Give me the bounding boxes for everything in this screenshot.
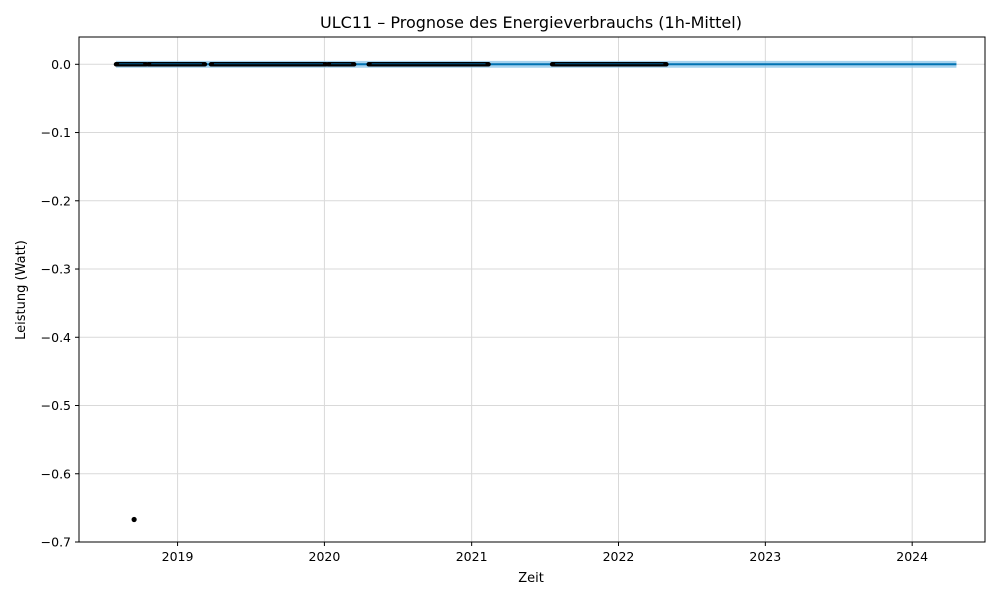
y-tick-label: −0.6 <box>41 466 71 481</box>
plot-frame <box>78 36 986 543</box>
y-tick-label: −0.1 <box>41 125 71 140</box>
y-tick-label: −0.3 <box>41 262 71 277</box>
outlier-point <box>131 516 137 523</box>
grid <box>79 37 985 543</box>
y-tick-label: −0.2 <box>41 193 71 208</box>
x-tick-label: 2021 <box>456 549 488 564</box>
x-tick-label: 2023 <box>749 549 781 564</box>
y-axis-label: Leistung (Watt) <box>14 240 29 340</box>
y-tick-label: −0.4 <box>41 330 71 345</box>
x-axis-label: Zeit <box>518 571 544 586</box>
y-tick-label: −0.5 <box>41 398 71 413</box>
y-tick-label: 0.0 <box>51 57 71 72</box>
chart-title: ULC11 – Prognose des Energieverbrauchs (… <box>320 13 742 32</box>
y-axis-ticks: 0.0 −0.1 −0.2 −0.3 −0.4 −0.5 −0.6 −0.7 <box>41 57 79 550</box>
x-tick-label: 2022 <box>603 549 635 564</box>
x-tick-label: 2020 <box>309 549 341 564</box>
x-axis-ticks: 2019 2020 2021 2022 2023 2024 <box>162 542 928 564</box>
x-tick-label: 2019 <box>162 549 194 564</box>
observed-points-group <box>113 62 669 523</box>
x-tick-label: 2024 <box>896 549 928 564</box>
y-tick-label: −0.7 <box>41 535 71 550</box>
